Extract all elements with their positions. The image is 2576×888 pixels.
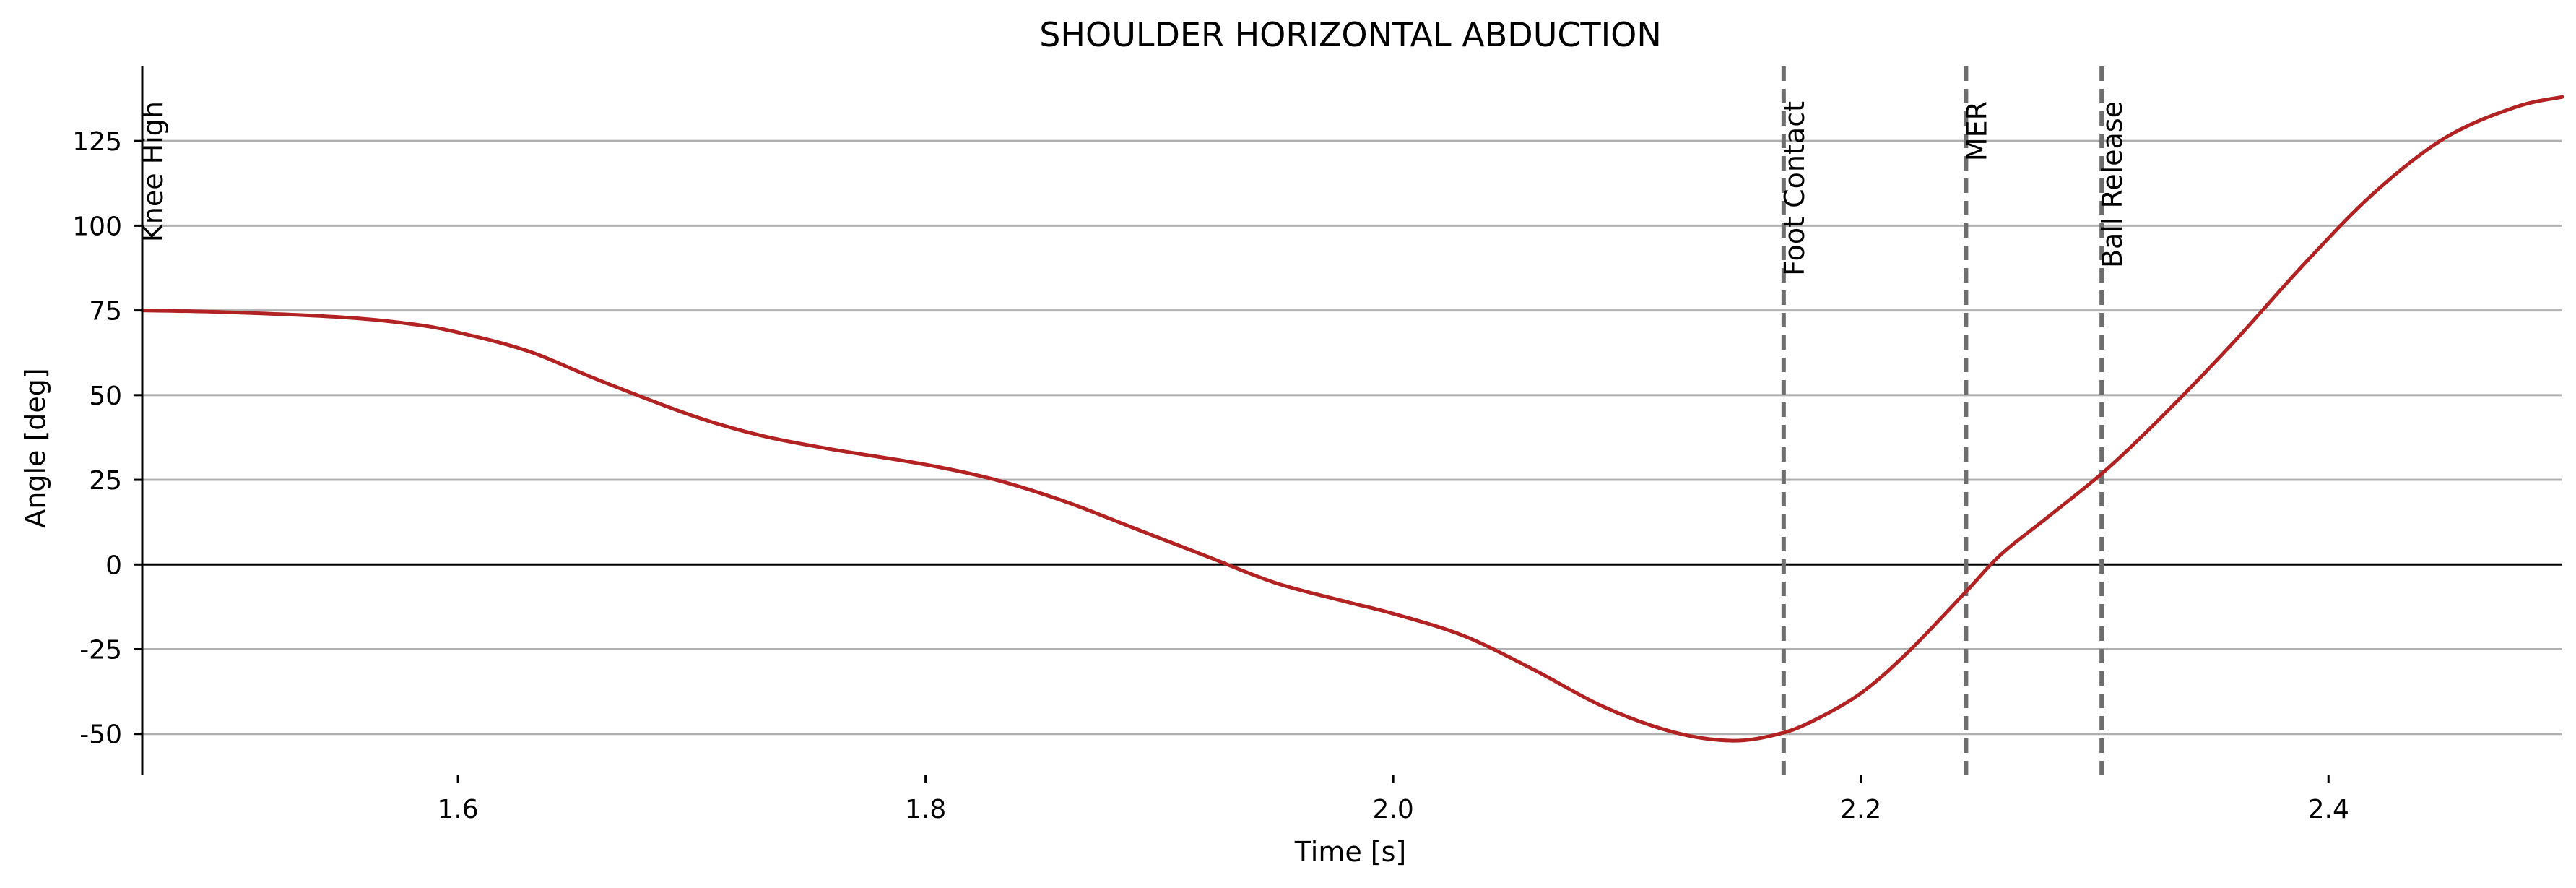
event-label: Ball Release [2096, 101, 2128, 268]
x-tick-label: 1.8 [905, 795, 946, 824]
x-tick-label: 2.0 [1373, 795, 1414, 824]
x-axis-ticks: 1.6 1.8 2.0 2.2 2.4 [437, 775, 2349, 824]
y-tick-label: -25 [79, 636, 122, 665]
y-tick-label: 125 [72, 127, 122, 157]
y-tick-label: 25 [89, 466, 122, 496]
grid-lines [142, 139, 2562, 736]
y-axis-label: Angle [deg] [19, 368, 51, 528]
x-tick-label: 2.4 [2308, 795, 2349, 824]
x-tick-label: 1.6 [437, 795, 478, 824]
y-tick-label: 75 [89, 297, 122, 327]
y-tick-label: 0 [105, 551, 122, 580]
series-line-shoulder-horizontal-abduction [140, 95, 2564, 743]
y-axis-ticks: 125 100 75 50 25 0 -25 -50 [72, 127, 142, 750]
chart-title: SHOULDER HORIZONTAL ABDUCTION [1039, 15, 1662, 54]
event-markers: Knee High Foot Contact MER Ball Release [137, 66, 2128, 775]
event-label: Foot Contact [1779, 101, 1810, 276]
x-axis-label: Time [s] [1294, 836, 1407, 868]
x-tick-label: 2.2 [1840, 795, 1881, 824]
y-tick-label: -50 [79, 720, 122, 750]
event-label: MER [1961, 101, 1992, 161]
y-tick-label: 50 [89, 382, 122, 411]
y-tick-label: 100 [72, 212, 122, 241]
